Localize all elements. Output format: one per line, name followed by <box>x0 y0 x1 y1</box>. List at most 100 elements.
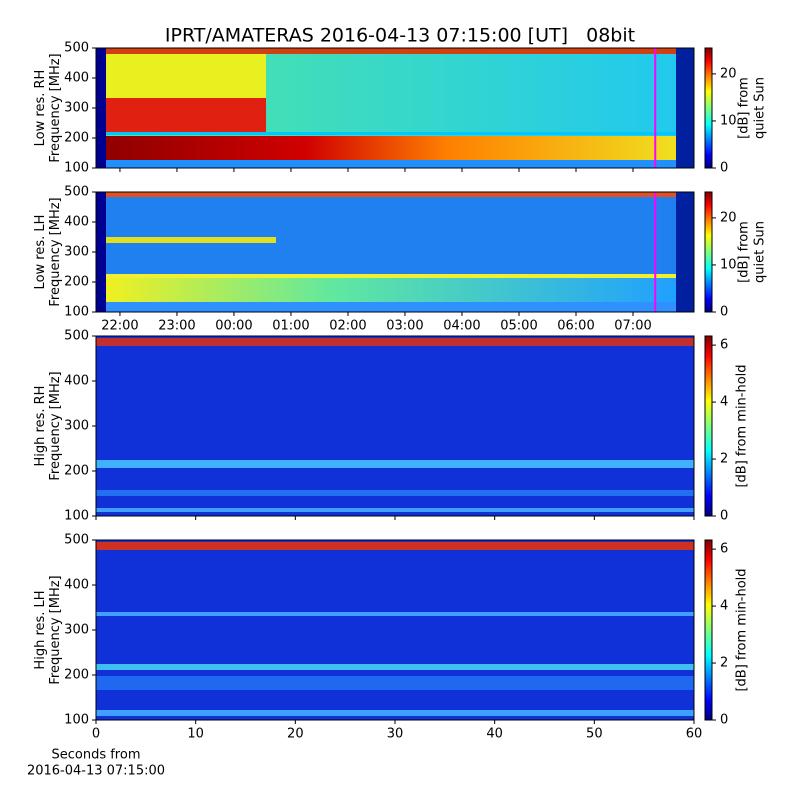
y-tick-label: 400 <box>64 71 89 86</box>
chart-title: IPRT/AMATERAS 2016-04-13 07:15:00 [UT] 0… <box>165 25 635 47</box>
y-axis-label: Frequency [MHz] <box>48 53 63 162</box>
colorbar-label: [dB] from <box>737 221 752 283</box>
spectrogram <box>96 338 694 346</box>
spectrogram <box>106 98 266 134</box>
y-tick-label: 300 <box>64 623 89 638</box>
colorbar-tick-label: 2 <box>720 452 728 467</box>
y-tick-label: 400 <box>64 374 89 389</box>
y-tick-label: 100 <box>64 713 89 728</box>
plot-frame <box>95 47 695 169</box>
spectrogram <box>676 48 694 168</box>
colorbar-tick-label: 0 <box>720 509 728 524</box>
colorbar-label: [dB] from <box>737 77 752 139</box>
y-tick-label: 500 <box>64 41 89 56</box>
y-tick-label: 200 <box>64 131 89 146</box>
y-tick-label: 200 <box>64 275 89 290</box>
colorbar-label: [dB] from min-hold <box>735 568 750 691</box>
colorbar-tick-label: 2 <box>720 656 728 671</box>
colorbar-tick-label: 0 <box>720 161 728 176</box>
x-tick-label: 10 <box>187 727 204 742</box>
spectrogram <box>96 160 694 168</box>
spectrogram <box>96 508 694 512</box>
colorbar-label: quiet Sun <box>753 77 768 139</box>
spectrogram <box>96 48 106 168</box>
y-axis-label: Frequency [MHz] <box>48 197 63 306</box>
spectrogram <box>96 274 694 278</box>
y-tick-label: 200 <box>64 464 89 479</box>
y-tick-label: 300 <box>64 101 89 116</box>
spectrogram <box>96 336 694 516</box>
x-axis-label: Seconds from <box>51 748 140 763</box>
y-tick-label: 300 <box>64 245 89 260</box>
spectrogram <box>96 676 694 690</box>
spectrogram <box>96 540 694 720</box>
spectrogram <box>96 710 694 716</box>
spectrogram <box>96 542 694 550</box>
colorbar-tick-label: 10 <box>720 113 737 128</box>
y-axis-label: Frequency [MHz] <box>48 371 63 480</box>
spectrogram <box>96 302 694 312</box>
y-axis-label: Low res. LH <box>33 215 48 290</box>
spectrogram <box>96 664 694 670</box>
x-tick-label: 30 <box>387 727 404 742</box>
spectrogram <box>96 132 694 135</box>
x-tick-label: 05:00 <box>500 319 537 334</box>
x-tick-label: 06:00 <box>557 319 594 334</box>
plot-frame <box>95 335 695 517</box>
x-tick-label: 07:00 <box>614 319 651 334</box>
colorbar-tick-label: 4 <box>720 395 728 410</box>
colorbar-tick-label: 6 <box>720 338 728 353</box>
y-tick-label: 100 <box>64 305 89 320</box>
spectrogram <box>106 136 676 160</box>
x-tick-label: 60 <box>686 727 703 742</box>
colorbar <box>704 335 713 517</box>
colorbar-tick-label: 0 <box>720 305 728 320</box>
x-tick-label: 22:00 <box>101 319 138 334</box>
plot-frame <box>95 191 695 313</box>
spectrogram <box>96 192 106 312</box>
x-tick-label: 03:00 <box>386 319 423 334</box>
colorbar-tick-label: 6 <box>720 542 728 557</box>
colorbar-label: [dB] from min-hold <box>735 364 750 487</box>
y-tick-label: 500 <box>64 185 89 200</box>
x-tick-label: 00:00 <box>215 319 252 334</box>
x-tick-label: 40 <box>486 727 503 742</box>
spectrogram <box>96 460 694 468</box>
spectrogram-images <box>96 48 694 720</box>
y-axis-label: Frequency [MHz] <box>48 575 63 684</box>
y-tick-label: 100 <box>64 161 89 176</box>
spectrogram <box>106 237 276 243</box>
colorbar <box>704 47 713 169</box>
colorbar <box>704 191 713 313</box>
colorbar-label: quiet Sun <box>753 221 768 283</box>
y-tick-label: 200 <box>64 668 89 683</box>
y-tick-label: 400 <box>64 578 89 593</box>
spectrogram <box>96 48 694 54</box>
colorbar-tick-label: 0 <box>720 713 728 728</box>
spectrogram <box>96 612 694 616</box>
y-tick-label: 400 <box>64 215 89 230</box>
colorbar-tick-label: 10 <box>720 257 737 272</box>
y-axis-label: High res. RH <box>33 386 48 467</box>
x-tick-label: 01:00 <box>272 319 309 334</box>
spectrogram <box>676 192 694 312</box>
colorbar-tick-label: 20 <box>720 66 737 81</box>
y-tick-label: 100 <box>64 509 89 524</box>
x-tick-label: 02:00 <box>329 319 366 334</box>
spectrogram <box>96 192 694 197</box>
colorbar-tick-label: 20 <box>720 210 737 225</box>
y-tick-label: 500 <box>64 533 89 548</box>
x-tick-label: 04:00 <box>443 319 480 334</box>
x-tick-label: 50 <box>586 727 603 742</box>
y-tick-label: 500 <box>64 329 89 344</box>
x-axis-label: 2016-04-13 07:15:00 <box>27 764 165 779</box>
colorbar-tick-label: 4 <box>720 599 728 614</box>
y-axis-label: High res. LH <box>33 590 48 669</box>
plot-frame <box>95 539 695 721</box>
colorbar <box>704 539 713 721</box>
x-tick-label: 20 <box>287 727 304 742</box>
y-tick-label: 300 <box>64 419 89 434</box>
y-axis-label: Low res. RH <box>33 70 48 147</box>
spectrogram <box>96 490 694 496</box>
